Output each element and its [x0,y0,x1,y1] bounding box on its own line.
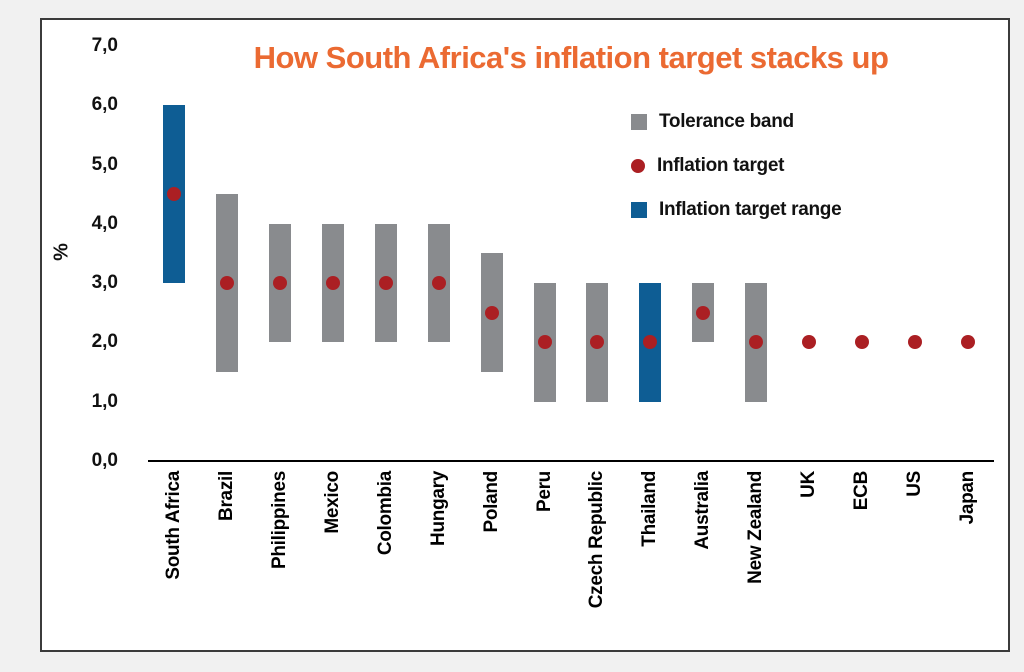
chart-title: How South Africa's inflation target stac… [253,40,889,75]
legend-item-label: Inflation target range [659,199,842,220]
y-axis-tick-label: 0,0 [91,450,118,471]
y-axis-tick-label: 6,0 [91,94,118,116]
inflation-target-dot [960,335,975,350]
inflation-target-dot [167,187,182,202]
inflation-target-dot [273,276,288,291]
y-axis-tick-label: 7,0 [91,34,118,56]
x-axis-category-label: Mexico [322,471,344,534]
inflation-target-dot [643,335,658,350]
inflation-target-dot [696,305,711,320]
legend-item-inflation-target: Inflation target [631,144,841,188]
x-axis-category-label: South Africa [163,471,185,580]
x-axis-category-label: Philippines [269,471,291,570]
inflation-target-dot [907,335,922,350]
inflation-target-dot [220,276,235,291]
x-axis-category-label: Japan [956,471,978,525]
x-axis-line [148,460,994,462]
y-axis-tick-label: 4,0 [91,212,118,234]
x-axis-category-label: Thailand [639,471,661,547]
inflation-target-dot [801,335,816,350]
y-axis-tick-label: 5,0 [91,153,118,175]
y-axis-tick-label: 3,0 [91,272,118,294]
y-axis-tick-label: 1,0 [91,390,118,412]
legend: Tolerance band Inflation target Inflatio… [631,100,842,232]
x-axis-category-label: ECB [850,471,872,511]
legend-item-label: Inflation target [657,155,785,176]
inflation-target-dot [749,335,764,350]
inflation-target-dot [431,276,446,291]
x-axis-category-label: Colombia [374,471,396,556]
x-axis-category-label: Poland [480,471,502,533]
x-axis-category-label: UK [797,471,819,498]
inflation-target-dot [854,335,869,350]
y-axis-tick-label: 2,0 [91,331,118,353]
x-axis-category-label: US [903,471,925,497]
inflation-target-dot [590,335,605,350]
inflation-target-dot [537,335,552,350]
x-axis-category-label: Czech Republic [586,471,608,609]
inflation-target-swatch-icon [631,159,645,173]
x-axis-category-label: Brazil [216,471,238,521]
legend-item-tolerance-band: Tolerance band [631,100,841,144]
x-axis-category-label: New Zealand [745,471,767,584]
legend-item-inflation-target-range: Inflation target range [631,188,842,232]
x-axis-category-label: Peru [533,471,555,513]
legend-item-label: Tolerance band [659,111,794,132]
chart-frame [40,18,1010,652]
inflation-target-range-swatch-icon [631,202,647,218]
inflation-target-dot [326,276,341,291]
inflation-target-dot [378,276,393,291]
inflation-target-dot [484,305,499,320]
tolerance-band-swatch-icon [631,114,647,130]
x-axis-category-label: Australia [692,471,714,550]
x-axis-category-label: Hungary [427,471,449,546]
